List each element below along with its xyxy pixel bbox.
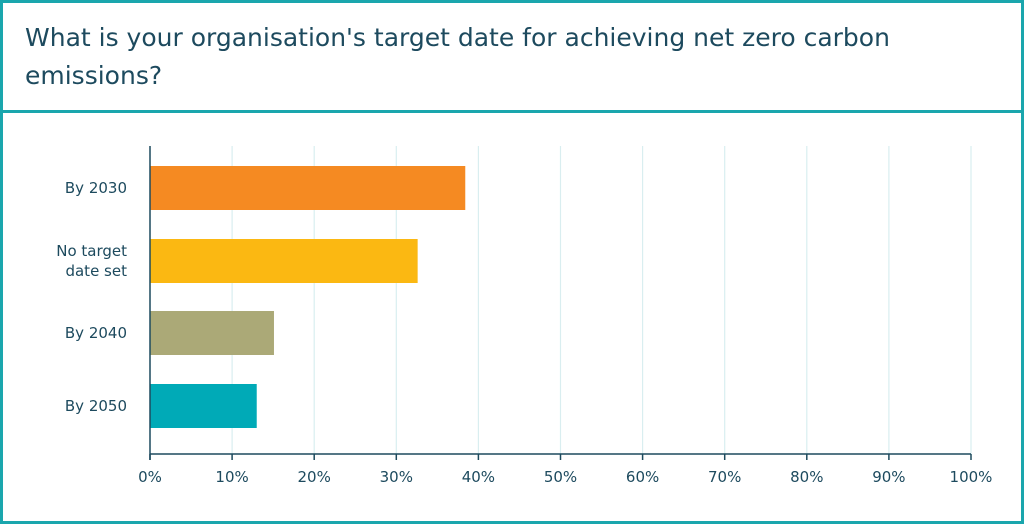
x-tick-label: 20% (298, 468, 331, 486)
bar-no-target-date-set (150, 239, 418, 283)
chart-title: What is your organisation's target date … (25, 23, 890, 90)
x-tick-label: 90% (872, 468, 905, 486)
category-label: No target (56, 242, 127, 260)
x-tick-label: 70% (708, 468, 741, 486)
category-label: date set (65, 262, 127, 280)
category-label: By 2030 (65, 179, 127, 197)
x-tick-label: 10% (215, 468, 248, 486)
x-tick-label: 40% (462, 468, 495, 486)
category-label: By 2050 (65, 397, 127, 415)
category-label: By 2040 (65, 324, 127, 342)
bar-chart: 0% 10% 20% 30% 40% 50% 60% 70% 80% 90% 100% By 2030… (56, 146, 993, 486)
bar-by-2040 (150, 311, 274, 355)
x-tick-label: 60% (626, 468, 659, 486)
bar-by-2050 (150, 384, 257, 428)
chart-header: What is your organisation's target date … (3, 3, 1021, 113)
x-tick-label: 100% (950, 468, 993, 486)
x-tick-label: 50% (544, 468, 577, 486)
x-tick-label: 80% (790, 468, 823, 486)
bar-by-2030 (150, 166, 466, 210)
x-tick-label: 30% (380, 468, 413, 486)
x-tick-label: 0% (138, 468, 162, 486)
